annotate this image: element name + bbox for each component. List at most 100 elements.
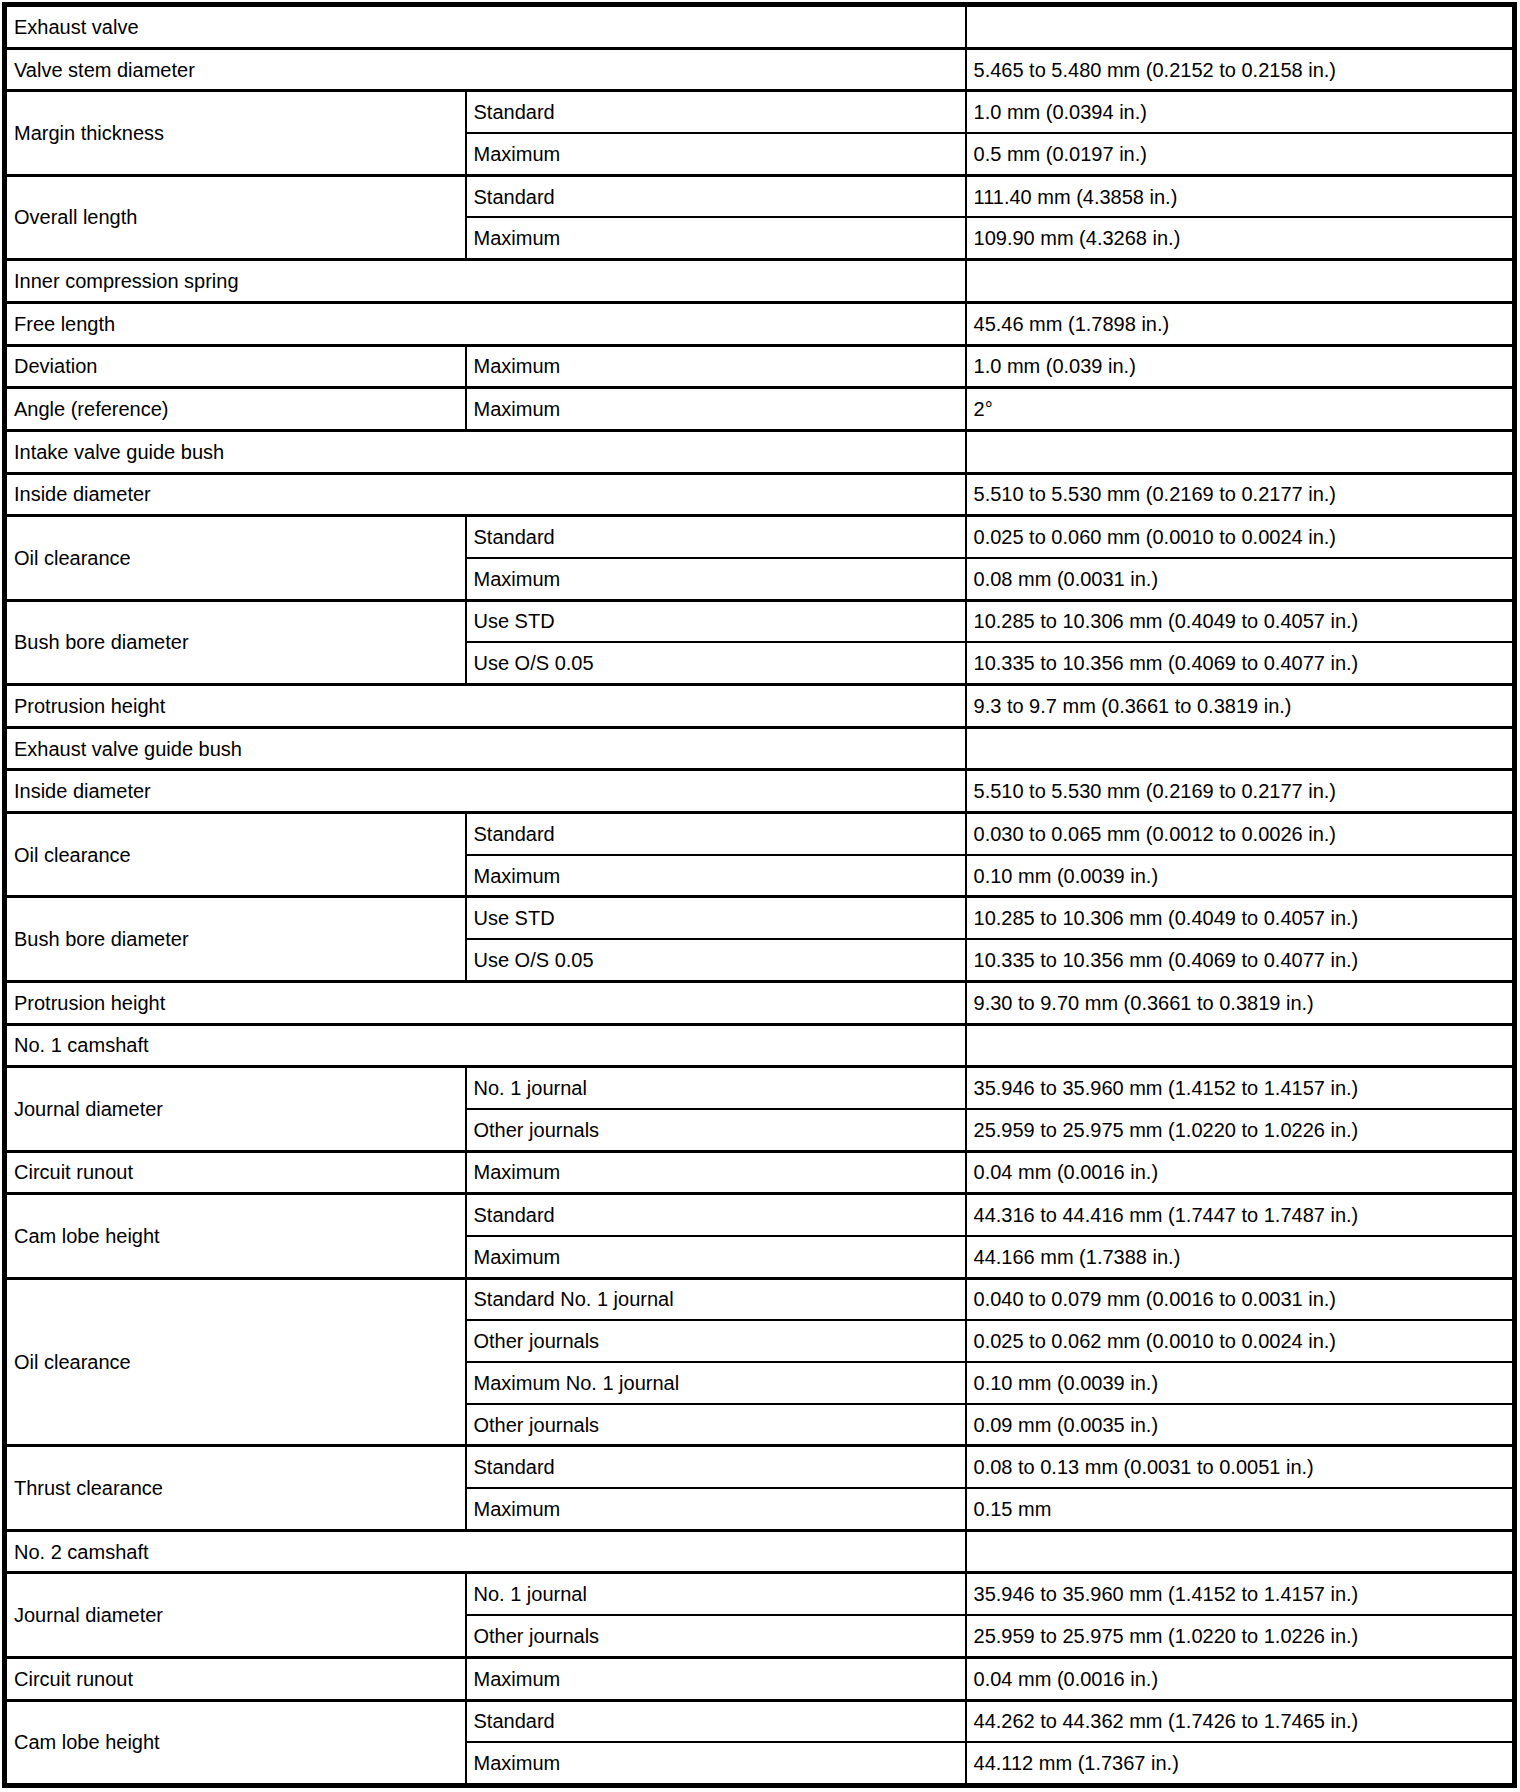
item-cell: Circuit runout [5,1657,466,1700]
table-row: Inside diameter 5.510 to 5.530 mm (0.216… [5,473,1515,516]
item-cell: Margin thickness [5,91,466,175]
item-cell: Inside diameter [5,770,966,813]
condition-cell: Other journals [466,1404,966,1446]
condition-cell: Maximum [466,855,966,897]
condition-cell: Maximum [466,1488,966,1530]
table-row: Exhaust valve [5,5,1515,49]
empty-value-cell [966,1024,1515,1067]
empty-value-cell [966,5,1515,49]
condition-cell: Standard [466,1700,966,1742]
value-cell: 2° [966,388,1515,431]
table-row: Intake valve guide bush [5,430,1515,473]
value-cell: 0.5 mm (0.0197 in.) [966,133,1515,175]
condition-cell: Maximum [466,388,966,431]
value-cell: 1.0 mm (0.0394 in.) [966,91,1515,133]
value-cell: 10.335 to 10.356 mm (0.4069 to 0.4077 in… [966,939,1515,981]
condition-cell: Maximum [466,217,966,259]
condition-cell: Standard [466,175,966,217]
item-cell: Angle (reference) [5,388,466,431]
value-cell: 9.30 to 9.70 mm (0.3661 to 0.3819 in.) [966,981,1515,1024]
value-cell: 0.030 to 0.065 mm (0.0012 to 0.0026 in.) [966,813,1515,855]
condition-cell: Maximum No. 1 journal [466,1362,966,1404]
value-cell: 109.90 mm (4.3268 in.) [966,217,1515,259]
value-cell: 45.46 mm (1.7898 in.) [966,302,1515,345]
empty-value-cell [966,260,1515,303]
value-cell: 35.946 to 35.960 mm (1.4152 to 1.4157 in… [966,1067,1515,1109]
value-cell: 0.040 to 0.079 mm (0.0016 to 0.0031 in.) [966,1278,1515,1320]
table-row: Overall length Standard 111.40 mm (4.385… [5,175,1515,217]
condition-cell: Maximum [466,1236,966,1278]
item-cell: Cam lobe height [5,1194,466,1278]
value-cell: 1.0 mm (0.039 in.) [966,345,1515,388]
table-row: Cam lobe height Standard 44.262 to 44.36… [5,1700,1515,1742]
value-cell: 0.04 mm (0.0016 in.) [966,1151,1515,1194]
condition-cell: No. 1 journal [466,1067,966,1109]
condition-cell: Other journals [466,1320,966,1362]
empty-value-cell [966,727,1515,770]
item-cell: Overall length [5,175,466,259]
value-cell: 5.465 to 5.480 mm (0.2152 to 0.2158 in.) [966,48,1515,91]
table-row: Oil clearance Standard 0.025 to 0.060 mm… [5,516,1515,558]
item-cell: Oil clearance [5,516,466,600]
specifications-table: Exhaust valve Valve stem diameter 5.465 … [2,2,1517,1788]
table-row: Circuit runout Maximum 0.04 mm (0.0016 i… [5,1151,1515,1194]
item-cell: Deviation [5,345,466,388]
condition-cell: Use STD [466,600,966,642]
item-cell: Thrust clearance [5,1446,466,1530]
value-cell: 111.40 mm (4.3858 in.) [966,175,1515,217]
value-cell: 0.08 to 0.13 mm (0.0031 to 0.0051 in.) [966,1446,1515,1488]
value-cell: 44.112 mm (1.7367 in.) [966,1742,1515,1785]
table-row: No. 1 camshaft [5,1024,1515,1067]
condition-cell: Maximum [466,1151,966,1194]
empty-value-cell [966,1530,1515,1573]
table-row: Oil clearance Standard No. 1 journal 0.0… [5,1278,1515,1320]
condition-cell: Other journals [466,1109,966,1151]
condition-cell: Standard [466,516,966,558]
value-cell: 9.3 to 9.7 mm (0.3661 to 0.3819 in.) [966,685,1515,728]
value-cell: 10.285 to 10.306 mm (0.4049 to 0.4057 in… [966,897,1515,939]
condition-cell: Maximum [466,1742,966,1785]
table-row: Oil clearance Standard 0.030 to 0.065 mm… [5,813,1515,855]
table-row: Deviation Maximum 1.0 mm (0.039 in.) [5,345,1515,388]
section-cell: Exhaust valve [5,5,966,49]
table-row: Bush bore diameter Use STD 10.285 to 10.… [5,897,1515,939]
item-cell: Valve stem diameter [5,48,966,91]
item-cell: Inside diameter [5,473,966,516]
value-cell: 10.285 to 10.306 mm (0.4049 to 0.4057 in… [966,600,1515,642]
table-row: Angle (reference) Maximum 2° [5,388,1515,431]
section-cell: No. 1 camshaft [5,1024,966,1067]
table-row: Exhaust valve guide bush [5,727,1515,770]
table-row: No. 2 camshaft [5,1530,1515,1573]
item-cell: Bush bore diameter [5,600,466,684]
item-cell: Oil clearance [5,1278,466,1446]
table-row: Inner compression spring [5,260,1515,303]
table-row: Free length 45.46 mm (1.7898 in.) [5,302,1515,345]
value-cell: 44.316 to 44.416 mm (1.7447 to 1.7487 in… [966,1194,1515,1236]
condition-cell: Use O/S 0.05 [466,939,966,981]
value-cell: 0.09 mm (0.0035 in.) [966,1404,1515,1446]
condition-cell: Standard [466,813,966,855]
condition-cell: Standard [466,1446,966,1488]
value-cell: 0.10 mm (0.0039 in.) [966,855,1515,897]
condition-cell: Maximum [466,345,966,388]
item-cell: Oil clearance [5,813,466,897]
table-row: Margin thickness Standard 1.0 mm (0.0394… [5,91,1515,133]
item-cell: Journal diameter [5,1067,466,1151]
table-row: Valve stem diameter 5.465 to 5.480 mm (0… [5,48,1515,91]
item-cell: Free length [5,302,966,345]
value-cell: 10.335 to 10.356 mm (0.4069 to 0.4077 in… [966,642,1515,684]
condition-cell: Standard [466,1194,966,1236]
value-cell: 0.15 mm [966,1488,1515,1530]
item-cell: Cam lobe height [5,1700,466,1785]
condition-cell: Standard [466,91,966,133]
item-cell: Circuit runout [5,1151,466,1194]
table-row: Protrusion height 9.3 to 9.7 mm (0.3661 … [5,685,1515,728]
value-cell: 44.262 to 44.362 mm (1.7426 to 1.7465 in… [966,1700,1515,1742]
value-cell: 0.08 mm (0.0031 in.) [966,558,1515,600]
value-cell: 0.025 to 0.062 mm (0.0010 to 0.0024 in.) [966,1320,1515,1362]
item-cell: Protrusion height [5,685,966,728]
table-row: Inside diameter 5.510 to 5.530 mm (0.216… [5,770,1515,813]
item-cell: Protrusion height [5,981,966,1024]
condition-cell: Use O/S 0.05 [466,642,966,684]
condition-cell: Maximum [466,558,966,600]
